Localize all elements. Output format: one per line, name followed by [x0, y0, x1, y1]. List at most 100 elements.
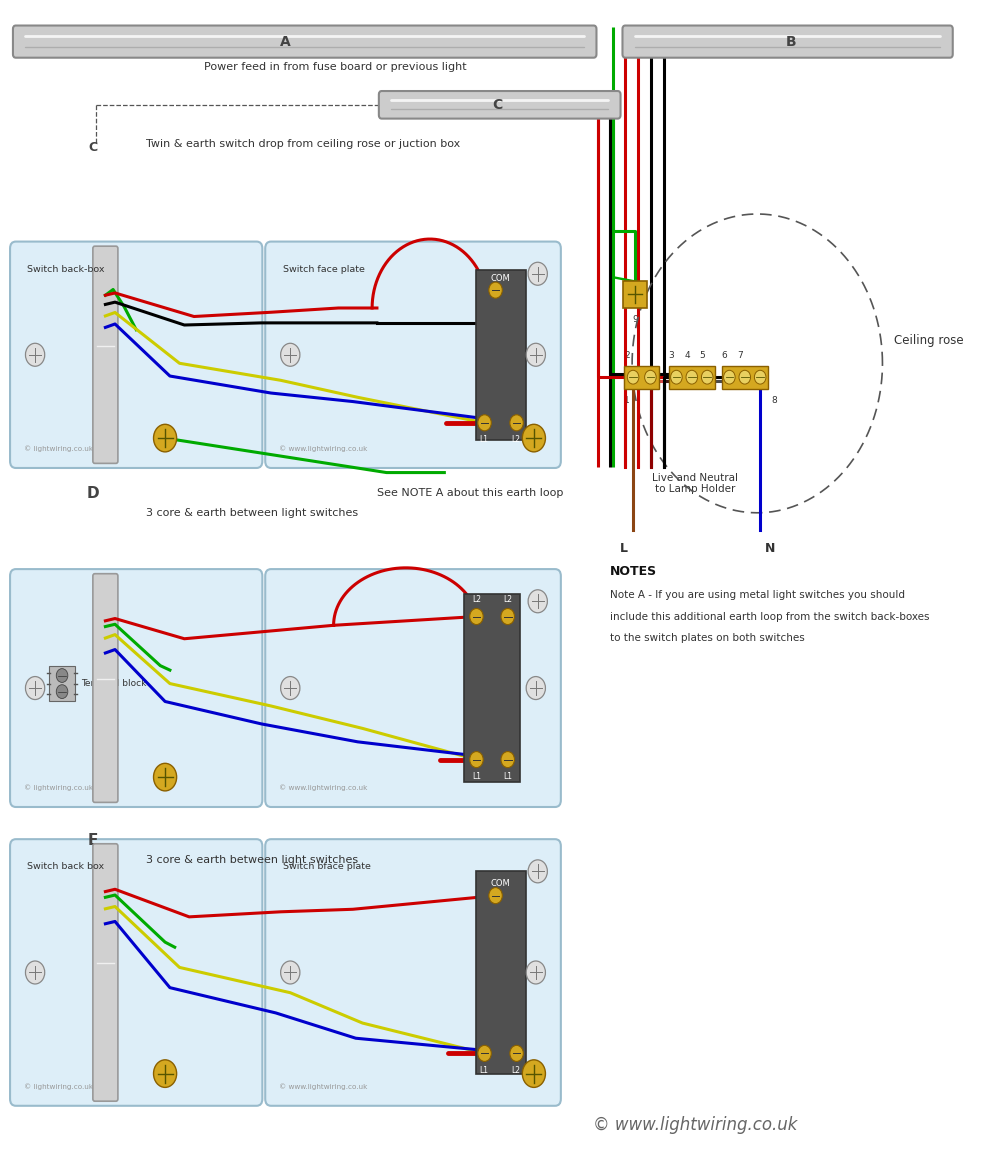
- Text: 5: 5: [700, 351, 705, 359]
- Text: L: L: [619, 541, 627, 554]
- Circle shape: [56, 684, 68, 698]
- Circle shape: [510, 415, 523, 431]
- Text: © www.lightwiring.co.uk: © www.lightwiring.co.uk: [279, 785, 367, 791]
- FancyBboxPatch shape: [10, 569, 262, 808]
- Circle shape: [470, 608, 483, 624]
- Circle shape: [25, 343, 45, 366]
- Circle shape: [154, 1060, 177, 1087]
- Text: Feed out to next light
in the radial circuit: Feed out to next light in the radial cir…: [841, 37, 953, 58]
- Text: COM: COM: [491, 879, 510, 887]
- FancyBboxPatch shape: [93, 843, 118, 1101]
- FancyBboxPatch shape: [379, 91, 621, 119]
- Text: include this additional earth loop from the switch back-boxes: include this additional earth loop from …: [610, 612, 929, 622]
- Text: Ceiling rose: Ceiling rose: [894, 334, 964, 347]
- Text: 1: 1: [624, 395, 630, 404]
- FancyBboxPatch shape: [13, 25, 596, 58]
- Circle shape: [281, 961, 300, 984]
- Circle shape: [510, 1045, 523, 1061]
- Text: L1: L1: [503, 772, 512, 781]
- Text: L2: L2: [511, 435, 520, 445]
- Text: © lightwiring.co.uk: © lightwiring.co.uk: [24, 1083, 93, 1090]
- Text: Switch bface plate: Switch bface plate: [283, 862, 370, 871]
- Circle shape: [528, 859, 547, 882]
- FancyBboxPatch shape: [476, 871, 526, 1074]
- FancyBboxPatch shape: [622, 25, 953, 58]
- Text: 9: 9: [632, 316, 638, 324]
- Text: A: A: [280, 35, 291, 48]
- Circle shape: [478, 415, 491, 431]
- FancyBboxPatch shape: [93, 247, 118, 463]
- Circle shape: [522, 1060, 545, 1087]
- FancyBboxPatch shape: [624, 365, 659, 388]
- Text: 3 core & earth between light switches: 3 core & earth between light switches: [146, 855, 358, 865]
- Circle shape: [671, 370, 682, 384]
- Text: L1: L1: [472, 772, 481, 781]
- Text: 7: 7: [737, 351, 743, 359]
- Circle shape: [489, 887, 502, 903]
- Text: B: B: [786, 35, 796, 48]
- FancyBboxPatch shape: [669, 365, 715, 388]
- Circle shape: [526, 961, 545, 984]
- FancyBboxPatch shape: [10, 242, 262, 468]
- Text: C: C: [492, 98, 502, 112]
- Text: N: N: [765, 541, 775, 554]
- Circle shape: [25, 961, 45, 984]
- Circle shape: [526, 676, 545, 699]
- Circle shape: [522, 424, 545, 452]
- Text: 2: 2: [624, 351, 630, 359]
- Circle shape: [501, 751, 514, 767]
- Circle shape: [56, 668, 68, 682]
- FancyBboxPatch shape: [623, 281, 647, 309]
- Text: Switch back box: Switch back box: [27, 862, 105, 871]
- FancyBboxPatch shape: [722, 365, 768, 388]
- Text: Terminal block: Terminal block: [81, 679, 147, 688]
- Circle shape: [281, 343, 300, 366]
- Circle shape: [501, 608, 514, 624]
- Text: Twin & earth switch drop from ceiling rose or juction box: Twin & earth switch drop from ceiling ro…: [146, 139, 460, 149]
- Circle shape: [528, 590, 547, 613]
- Text: L1: L1: [479, 435, 488, 445]
- Text: to the switch plates on both switches: to the switch plates on both switches: [610, 634, 805, 644]
- Text: Live and Neutral
to Lamp Holder: Live and Neutral to Lamp Holder: [652, 472, 738, 494]
- FancyBboxPatch shape: [265, 839, 561, 1106]
- Text: NOTES: NOTES: [610, 564, 657, 577]
- Text: Switch back-box: Switch back-box: [27, 265, 105, 273]
- Circle shape: [25, 676, 45, 699]
- FancyBboxPatch shape: [93, 574, 118, 803]
- Text: © lightwiring.co.uk: © lightwiring.co.uk: [24, 445, 93, 452]
- Circle shape: [154, 424, 177, 452]
- Text: © www.lightwiring.co.uk: © www.lightwiring.co.uk: [279, 1083, 367, 1090]
- Circle shape: [526, 343, 545, 366]
- Text: Power feed in from fuse board or previous light: Power feed in from fuse board or previou…: [204, 62, 466, 71]
- FancyBboxPatch shape: [49, 666, 75, 700]
- Text: E: E: [88, 833, 98, 848]
- Text: © www.lightwiring.co.uk: © www.lightwiring.co.uk: [593, 1116, 797, 1135]
- FancyBboxPatch shape: [464, 594, 520, 782]
- Circle shape: [645, 370, 656, 384]
- Circle shape: [754, 370, 766, 384]
- Circle shape: [686, 370, 698, 384]
- Text: L2: L2: [503, 594, 512, 604]
- Circle shape: [701, 370, 713, 384]
- Text: D: D: [87, 486, 99, 501]
- Circle shape: [627, 370, 639, 384]
- Circle shape: [489, 282, 502, 298]
- FancyBboxPatch shape: [10, 839, 262, 1106]
- Circle shape: [724, 370, 735, 384]
- Text: C: C: [88, 141, 97, 154]
- Circle shape: [154, 764, 177, 791]
- Text: L1: L1: [479, 1066, 488, 1075]
- Text: © lightwiring.co.uk: © lightwiring.co.uk: [24, 785, 93, 791]
- Circle shape: [478, 1045, 491, 1061]
- Text: 3 core & earth between light switches: 3 core & earth between light switches: [146, 508, 358, 517]
- Text: Note A - If you are using metal light switches you should: Note A - If you are using metal light sw…: [610, 590, 905, 600]
- Text: L2: L2: [472, 594, 481, 604]
- Text: 8: 8: [772, 395, 777, 404]
- Text: 3: 3: [669, 351, 674, 359]
- FancyBboxPatch shape: [265, 242, 561, 468]
- Text: © www.lightwiring.co.uk: © www.lightwiring.co.uk: [279, 445, 367, 452]
- FancyBboxPatch shape: [476, 270, 526, 440]
- Text: 6: 6: [722, 351, 727, 359]
- Circle shape: [739, 370, 751, 384]
- FancyBboxPatch shape: [265, 569, 561, 808]
